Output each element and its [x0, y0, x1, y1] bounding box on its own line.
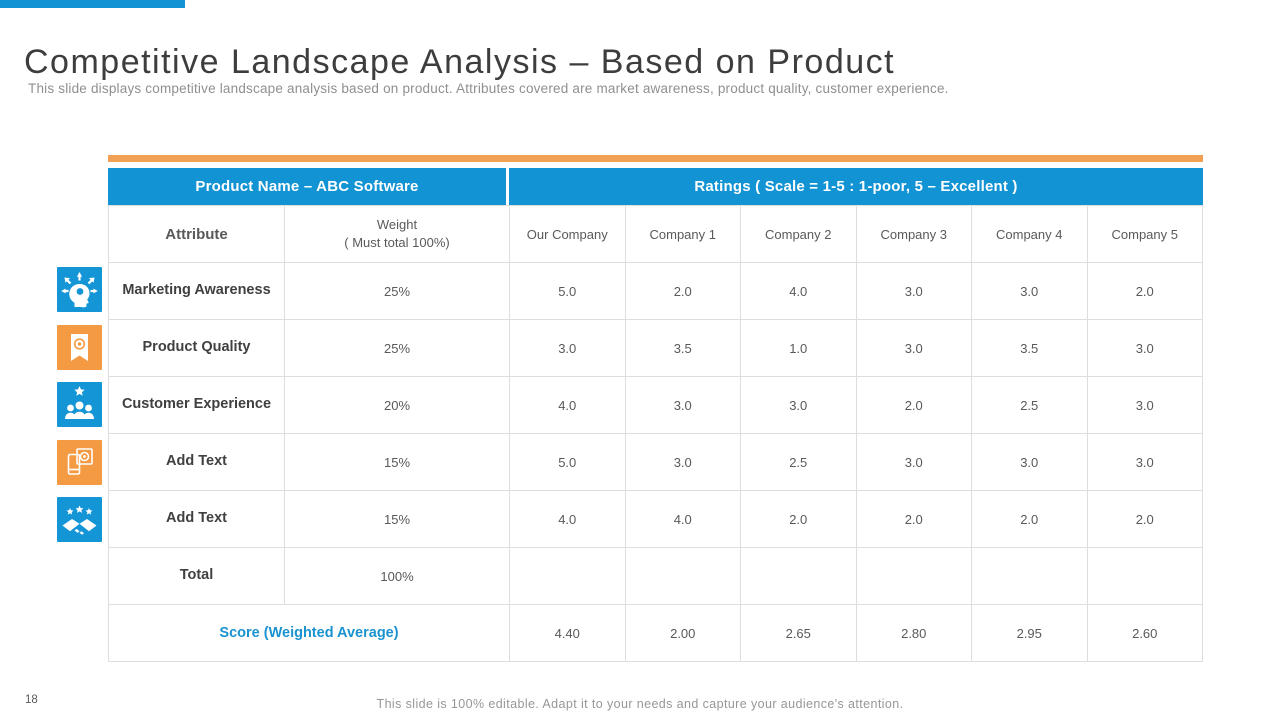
rating-cell: 2.0 [1086, 490, 1203, 548]
rating-cell: 3.0 [855, 433, 972, 491]
table-row-score: Score (Weighted Average) 4.40 2.00 2.65 … [108, 604, 1203, 662]
weight-column-header: Weight ( Must total 100%) [284, 205, 510, 263]
empty-cell [624, 547, 741, 605]
score-label: Score (Weighted Average) [108, 604, 510, 662]
empty-cell [509, 547, 626, 605]
product-name-header: Product Name – ABC Software [108, 168, 506, 205]
empty-cell [1086, 547, 1203, 605]
score-cell: 4.40 [509, 604, 626, 662]
weight-sublabel: ( Must total 100%) [344, 235, 450, 250]
table-row-customer-experience: Customer Experience 20% 4.0 3.0 3.0 2.0 … [108, 376, 1203, 434]
attribute-label: Marketing Awareness [108, 262, 285, 320]
company-column-header: Company 5 [1086, 205, 1203, 263]
rating-cell: 2.0 [1086, 262, 1203, 320]
rating-cell: 2.0 [855, 490, 972, 548]
score-cell: 2.00 [624, 604, 741, 662]
rating-cell: 3.0 [855, 262, 972, 320]
rating-cell: 2.0 [624, 262, 741, 320]
rating-cell: 4.0 [509, 490, 626, 548]
table-header-band: Product Name – ABC Software Ratings ( Sc… [108, 168, 1203, 205]
rating-cell: 3.5 [971, 319, 1088, 377]
table-top-accent [108, 155, 1203, 162]
weight-cell: 15% [284, 490, 510, 548]
total-weight-cell: 100% [284, 547, 510, 605]
rating-cell: 3.0 [971, 262, 1088, 320]
rating-cell: 3.0 [740, 376, 857, 434]
slide-accent-bar [0, 0, 185, 8]
weight-label: Weight [376, 217, 418, 233]
rating-cell: 3.0 [1086, 433, 1203, 491]
device-gear-icon [57, 440, 102, 485]
handshake-icon [57, 497, 102, 542]
rating-cell: 4.0 [740, 262, 857, 320]
ratings-table: Attribute Weight ( Must total 100%) Our … [108, 205, 1203, 662]
customer-group-icon [57, 382, 102, 427]
rating-cell: 2.0 [855, 376, 972, 434]
rating-cell: 3.0 [1086, 319, 1203, 377]
ratings-table-container: Product Name – ABC Software Ratings ( Sc… [108, 155, 1203, 662]
weight-cell: 25% [284, 319, 510, 377]
rating-cell: 3.0 [971, 433, 1088, 491]
score-cell: 2.95 [971, 604, 1088, 662]
rating-cell: 3.0 [624, 433, 741, 491]
column-header-row: Attribute Weight ( Must total 100%) Our … [108, 205, 1203, 263]
company-column-header: Company 1 [624, 205, 741, 263]
weight-cell: 20% [284, 376, 510, 434]
table-row-marketing-awareness: Marketing Awareness 25% 5.0 2.0 4.0 3.0 … [108, 262, 1203, 320]
ratings-scale-header: Ratings ( Scale = 1-5 : 1-poor, 5 – Exce… [509, 168, 1203, 205]
rating-cell: 4.0 [624, 490, 741, 548]
rating-cell: 3.0 [624, 376, 741, 434]
company-column-header: Our Company [509, 205, 626, 263]
attribute-label: Product Quality [108, 319, 285, 377]
table-row-product-quality: Product Quality 25% 3.0 3.5 1.0 3.0 3.5 … [108, 319, 1203, 377]
empty-cell [971, 547, 1088, 605]
weight-cell: 15% [284, 433, 510, 491]
table-row-total: Total 100% [108, 547, 1203, 605]
rating-cell: 5.0 [509, 433, 626, 491]
empty-cell [740, 547, 857, 605]
attribute-column-header: Attribute [108, 205, 285, 263]
rating-cell: 5.0 [509, 262, 626, 320]
add-text-placeholder[interactable]: Add Text [108, 433, 285, 491]
rating-cell: 3.0 [1086, 376, 1203, 434]
rating-cell: 3.0 [855, 319, 972, 377]
rating-cell: 2.0 [740, 490, 857, 548]
add-text-placeholder[interactable]: Add Text [108, 490, 285, 548]
company-column-header: Company 4 [971, 205, 1088, 263]
company-column-header: Company 2 [740, 205, 857, 263]
score-cell: 2.60 [1086, 604, 1203, 662]
rating-cell: 4.0 [509, 376, 626, 434]
score-cell: 2.80 [855, 604, 972, 662]
marketing-awareness-icon [57, 267, 102, 312]
weight-cell: 25% [284, 262, 510, 320]
attribute-label: Customer Experience [108, 376, 285, 434]
table-row-add-text-2: Add Text 15% 4.0 4.0 2.0 2.0 2.0 2.0 [108, 490, 1203, 548]
rating-cell: 2.5 [740, 433, 857, 491]
rating-cell: 2.5 [971, 376, 1088, 434]
empty-cell [855, 547, 972, 605]
page-number: 18 [25, 694, 38, 706]
rating-cell: 2.0 [971, 490, 1088, 548]
rating-cell: 3.0 [509, 319, 626, 377]
page-title: Competitive Landscape Analysis – Based o… [24, 42, 896, 81]
slide-subtitle: This slide displays competitive landscap… [28, 81, 949, 96]
company-column-header: Company 3 [855, 205, 972, 263]
table-row-add-text-1: Add Text 15% 5.0 3.0 2.5 3.0 3.0 3.0 [108, 433, 1203, 491]
score-cell: 2.65 [740, 604, 857, 662]
total-label: Total [108, 547, 285, 605]
rating-cell: 3.5 [624, 319, 741, 377]
footer-note: This slide is 100% editable. Adapt it to… [376, 697, 904, 711]
rating-cell: 1.0 [740, 319, 857, 377]
award-ribbon-icon [57, 325, 102, 370]
